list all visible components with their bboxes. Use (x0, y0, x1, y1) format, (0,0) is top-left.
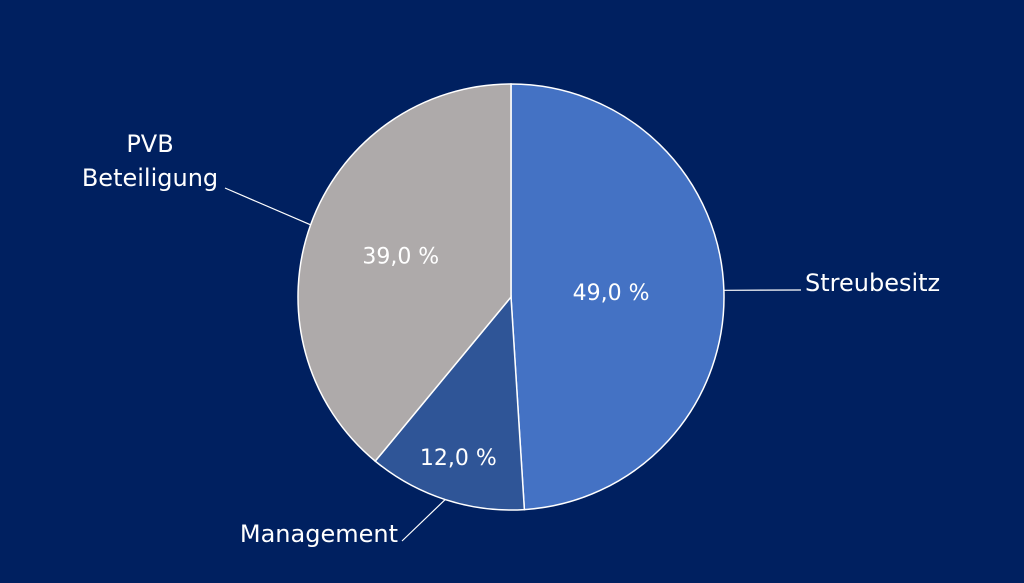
category-label: Management (240, 520, 398, 548)
category-label: PVB Beteiligung (82, 130, 218, 192)
data-label: 12,0 % (420, 446, 497, 471)
leader-line (401, 499, 446, 542)
category-label-line: PVB (126, 130, 173, 158)
pie-slice (374, 295, 526, 511)
category-label-line: Beteiligung (82, 164, 218, 192)
data-label: 49,0 % (573, 281, 650, 306)
leader-line (224, 187, 311, 226)
pie-slice (297, 83, 512, 463)
data-label: 39,0 % (362, 244, 439, 269)
category-label: Streubesitz (805, 269, 940, 297)
